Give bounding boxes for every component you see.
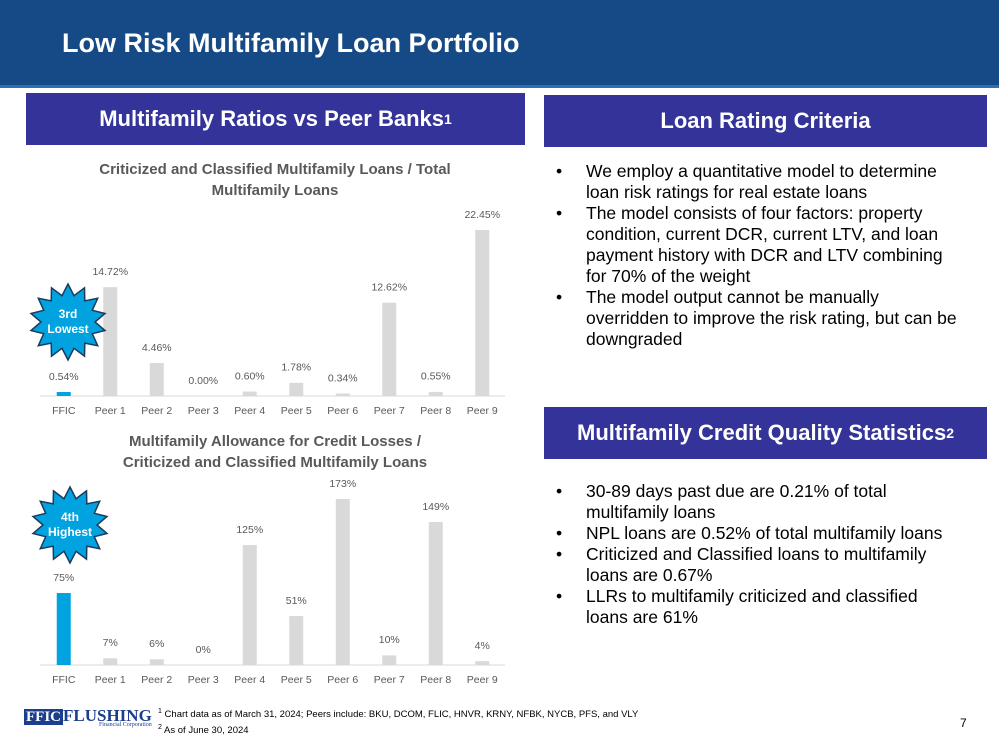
footnote: 2 As of June 30, 2024 <box>158 721 638 737</box>
heading-text: Multifamily Ratios vs Peer Banks <box>99 106 444 131</box>
bar <box>335 499 350 665</box>
footnote-mark: 1 <box>158 708 162 715</box>
x-tick-label: Peer 7 <box>374 674 405 686</box>
value-label: 0.54% <box>49 371 79 383</box>
x-tick-label: Peer 8 <box>420 405 451 417</box>
bar <box>382 655 397 665</box>
section-heading: Multifamily Credit Quality Statistics 2 <box>544 407 987 459</box>
bar <box>149 659 164 665</box>
bar <box>428 522 443 665</box>
bullet: NPL loans are 0.52% of total multifamily… <box>556 523 956 544</box>
header-bar <box>0 0 999 88</box>
footnote-text: As of June 30, 2024 <box>164 725 249 737</box>
badge-star <box>31 485 109 565</box>
logo-name: FLUSHING <box>63 706 152 725</box>
value-label: 0.00% <box>188 375 218 387</box>
bar <box>382 302 397 396</box>
x-tick-label: Peer 2 <box>141 405 172 417</box>
x-tick-label: Peer 5 <box>281 674 312 686</box>
x-tick-label: Peer 6 <box>327 405 358 417</box>
value-label: 12.62% <box>371 281 407 293</box>
bar <box>103 658 118 665</box>
x-tick-label: FFIC <box>52 405 76 417</box>
bar <box>289 382 304 396</box>
value-label: 4% <box>475 640 490 652</box>
bar <box>475 230 490 396</box>
x-tick-label: Peer 9 <box>467 674 498 686</box>
bar <box>56 593 71 665</box>
chart-title: Multifamily Allowance for Credit Losses … <box>122 433 428 471</box>
bar <box>56 392 71 396</box>
value-label: 0.55% <box>421 371 451 383</box>
bar <box>335 393 350 396</box>
slide-title: Low Risk Multifamily Loan Portfolio <box>62 28 520 58</box>
value-label: 0.60% <box>235 370 265 382</box>
value-label: 125% <box>236 524 263 536</box>
x-tick-label: Peer 3 <box>188 405 219 417</box>
x-tick-label: Peer 3 <box>188 674 219 686</box>
value-label: 75% <box>53 572 74 584</box>
heading-text: Multifamily Credit Quality Statistics <box>577 420 947 445</box>
chart-title: Criticized and Classified Multifamily Lo… <box>99 161 451 199</box>
footnote-mark: 2 <box>158 724 162 732</box>
value-label: 6% <box>149 638 164 650</box>
x-tick-label: Peer 5 <box>281 405 312 417</box>
x-tick-label: Peer 9 <box>467 405 498 417</box>
value-label: 7% <box>103 637 118 649</box>
value-label: 149% <box>422 501 449 513</box>
heading-note: 2 <box>946 425 954 441</box>
value-label: 4.46% <box>142 342 172 354</box>
value-label: 173% <box>329 478 356 490</box>
heading-note: 1 <box>444 111 452 127</box>
bullet: The model output cannot be manually over… <box>556 287 966 350</box>
logo: FFIC FLUSHING Financial Corporation <box>24 706 152 728</box>
logo-sub: Financial Corporation <box>98 722 152 728</box>
value-label: 10% <box>379 634 400 646</box>
value-label: 0% <box>196 644 211 656</box>
section-heading: Multifamily Ratios vs Peer Banks 1 <box>26 93 525 145</box>
heading-text: Loan Rating Criteria <box>660 108 871 133</box>
x-tick-label: FFIC <box>52 674 76 686</box>
bullet-list: We employ a quantitative model to determ… <box>556 161 966 350</box>
x-tick-label: Peer 4 <box>234 674 265 686</box>
bar <box>428 391 443 396</box>
bar <box>103 287 118 396</box>
bullet: 30-89 days past due are 0.21% of total m… <box>556 481 956 523</box>
x-tick-label: Peer 2 <box>141 674 172 686</box>
bar <box>242 391 257 396</box>
value-label: 51% <box>286 595 307 607</box>
value-label: 1.78% <box>281 362 311 374</box>
bullet: We employ a quantitative model to determ… <box>556 161 966 203</box>
footnote: 1 Chart data as of March 31, 2024; Peers… <box>158 705 638 721</box>
footnotes: 1 Chart data as of March 31, 2024; Peers… <box>158 705 638 737</box>
x-tick-label: Peer 1 <box>95 405 126 417</box>
x-tick-label: Peer 1 <box>95 674 126 686</box>
bar <box>475 661 490 665</box>
value-label: 14.72% <box>92 266 128 278</box>
bullet-list: 30-89 days past due are 0.21% of total m… <box>556 481 956 628</box>
logo-mark: FFIC <box>24 709 63 725</box>
page-number: 7 <box>960 716 967 730</box>
x-tick-label: Peer 8 <box>420 674 451 686</box>
x-tick-label: Peer 7 <box>374 405 405 417</box>
badge-text: 4th Highest <box>47 510 92 539</box>
value-label: 0.34% <box>328 372 358 384</box>
value-label: 22.45% <box>464 209 500 221</box>
bar <box>289 616 304 665</box>
badge-star <box>29 282 107 362</box>
bar <box>242 545 257 665</box>
section-heading: Loan Rating Criteria <box>544 95 987 147</box>
bar <box>149 363 164 396</box>
bullet: The model consists of four factors: prop… <box>556 203 966 287</box>
footnote-text: Chart data as of March 31, 2024; Peers i… <box>164 709 639 721</box>
badge-text: 3rd Lowest <box>47 307 89 336</box>
x-tick-label: Peer 4 <box>234 405 265 417</box>
bullet: LLRs to multifamily criticized and class… <box>556 586 956 628</box>
x-tick-label: Peer 6 <box>327 674 358 686</box>
bullet: Criticized and Classified loans to multi… <box>556 544 956 586</box>
